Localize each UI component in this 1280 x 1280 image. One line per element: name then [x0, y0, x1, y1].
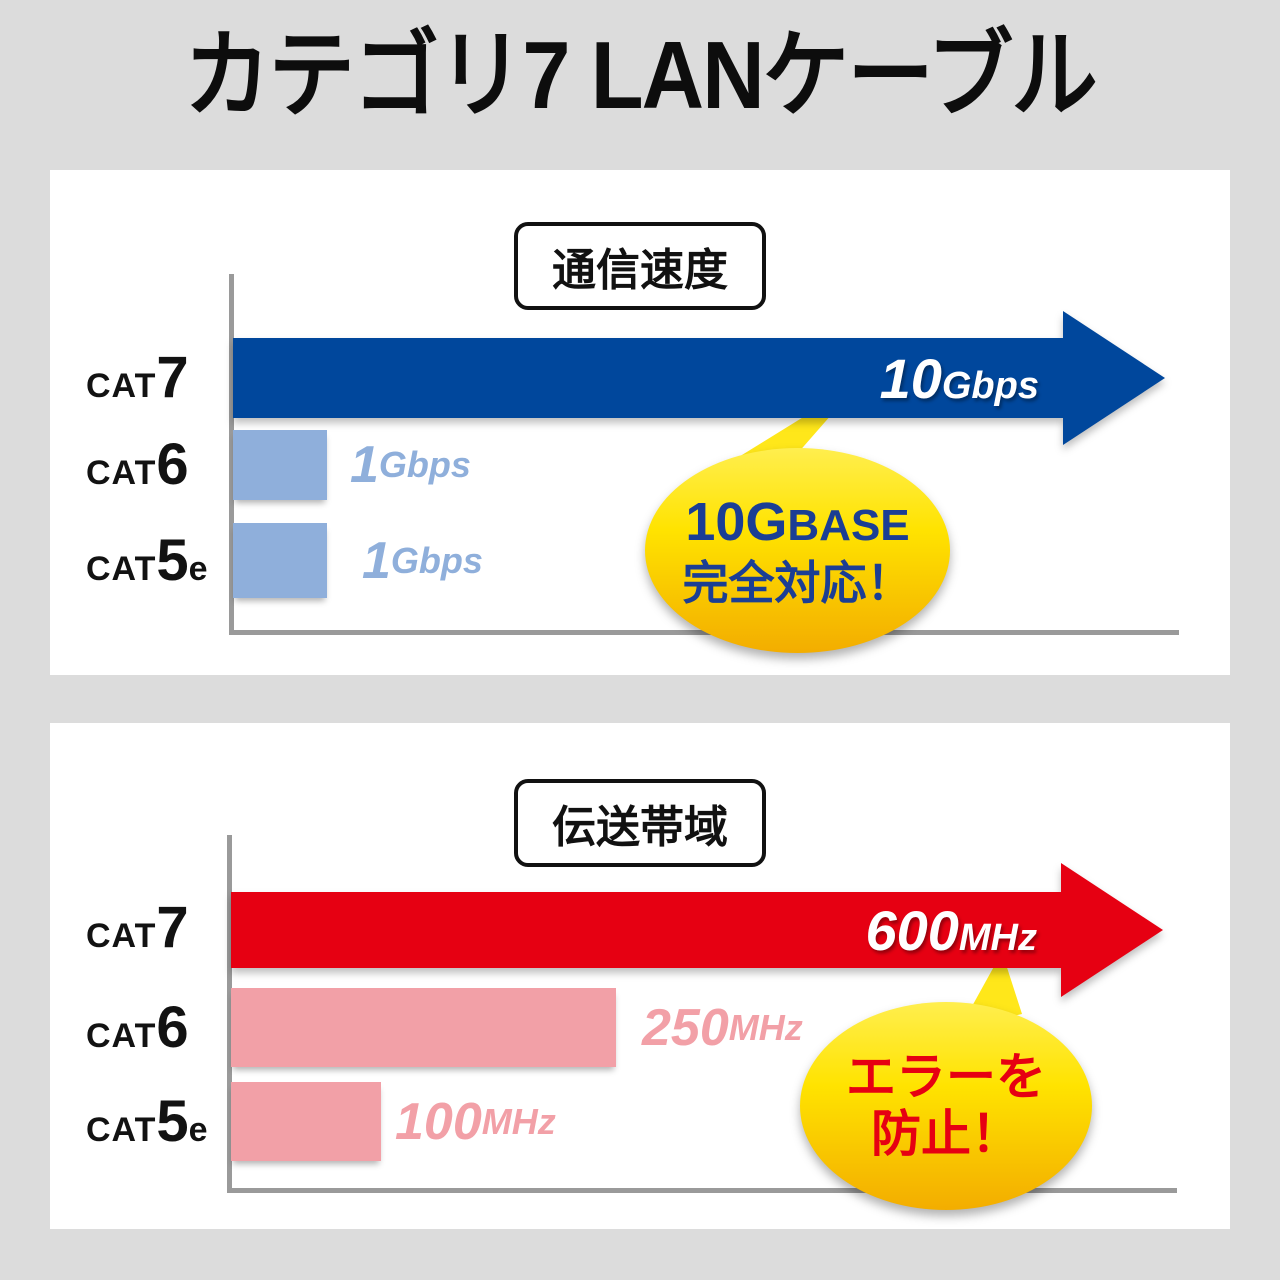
- arrow-head: [1063, 311, 1165, 445]
- value-number: 1: [362, 531, 391, 590]
- balloon-line2: 完全対応！: [682, 557, 913, 610]
- bar-rect: 10Gbps: [233, 338, 1065, 418]
- bar-value-label: 1 Gbps: [362, 523, 483, 598]
- value-number: 100: [395, 1092, 482, 1151]
- row-label-cat7: CAT7: [86, 890, 189, 981]
- speech-balloon-10gbase: 10GBASE 完全対応！: [645, 448, 950, 653]
- cat-number: 7: [156, 895, 189, 960]
- bar-cat7-speed: 10Gbps: [233, 311, 1168, 445]
- bandwidth-chart-title: 伝送帯域: [514, 779, 766, 867]
- bandwidth-y-axis-line: [227, 835, 232, 1193]
- bandwidth-chart-panel: 伝送帯域 CAT7 CAT6 CAT5e 600MHz 250 MHz: [50, 723, 1230, 1229]
- bar-cat5e-speed: [233, 523, 327, 598]
- bar-value-label: 600MHz: [865, 898, 1037, 963]
- bar-value-label: 1 Gbps: [350, 430, 471, 500]
- value-unit: Gbps: [378, 444, 471, 485]
- bar-cat6-speed: [233, 430, 327, 500]
- balloon-text-big: 10G: [685, 492, 788, 552]
- bandwidth-x-axis-line: [227, 1188, 1177, 1193]
- value-unit: MHz: [958, 916, 1037, 959]
- cat-suffix: e: [188, 550, 208, 588]
- speed-chart-title: 通信速度: [514, 222, 766, 310]
- page-title: カテゴリ7 LANケーブル: [183, 22, 1098, 130]
- cat-prefix: CAT: [86, 917, 157, 955]
- cat-prefix: CAT: [86, 550, 157, 588]
- arrow-head: [1061, 863, 1163, 997]
- cat-suffix: e: [188, 1111, 208, 1149]
- speed-chart-panel: 通信速度 CAT7 CAT6 CAT5e 10Gbps 1 Gbps: [50, 170, 1230, 675]
- cat-number: 7: [156, 345, 189, 410]
- value-number: 250: [642, 998, 729, 1057]
- speech-balloon-error: エラーを 防止！: [800, 1002, 1092, 1210]
- balloon-text-small: BASE: [787, 501, 910, 550]
- value-number: 10: [879, 346, 942, 410]
- cat-prefix: CAT: [86, 454, 157, 492]
- row-label-cat6: CAT6: [86, 430, 189, 515]
- value-unit: MHz: [481, 1100, 556, 1142]
- bar-rect: 600MHz: [231, 892, 1063, 968]
- speed-y-axis-line: [229, 274, 234, 635]
- cat-number: 6: [156, 995, 189, 1060]
- row-label-cat7: CAT7: [86, 338, 189, 433]
- bar-value-label: 250 MHz: [642, 988, 803, 1067]
- value-number: 600: [865, 898, 959, 962]
- cat-number: 6: [156, 432, 189, 497]
- value-unit: MHz: [728, 1006, 803, 1048]
- cat-number: 5: [156, 1089, 189, 1154]
- cat-prefix: CAT: [86, 367, 157, 405]
- row-label-cat6: CAT6: [86, 988, 189, 1082]
- bar-cat7-bandwidth: 600MHz: [231, 863, 1166, 997]
- value-number: 1: [350, 436, 379, 494]
- row-label-cat5e: CAT5e: [86, 523, 208, 613]
- row-label-cat5e: CAT5e: [86, 1082, 208, 1176]
- cat-prefix: CAT: [86, 1111, 157, 1149]
- bar-cat6-bandwidth: [231, 988, 616, 1067]
- value-unit: Gbps: [941, 364, 1039, 407]
- cat-number: 5: [156, 528, 189, 593]
- speed-x-axis-line: [229, 630, 1179, 635]
- balloon-line1: 10GBASE: [685, 491, 909, 553]
- cat-prefix: CAT: [86, 1017, 157, 1055]
- bar-value-label: 10Gbps: [880, 346, 1039, 411]
- balloon-line2: 防止！: [871, 1106, 1021, 1162]
- bar-value-label: 100 MHz: [395, 1082, 556, 1161]
- value-unit: Gbps: [390, 539, 483, 581]
- balloon-line1: エラーを: [846, 1048, 1046, 1105]
- bar-cat5e-bandwidth: [231, 1082, 381, 1161]
